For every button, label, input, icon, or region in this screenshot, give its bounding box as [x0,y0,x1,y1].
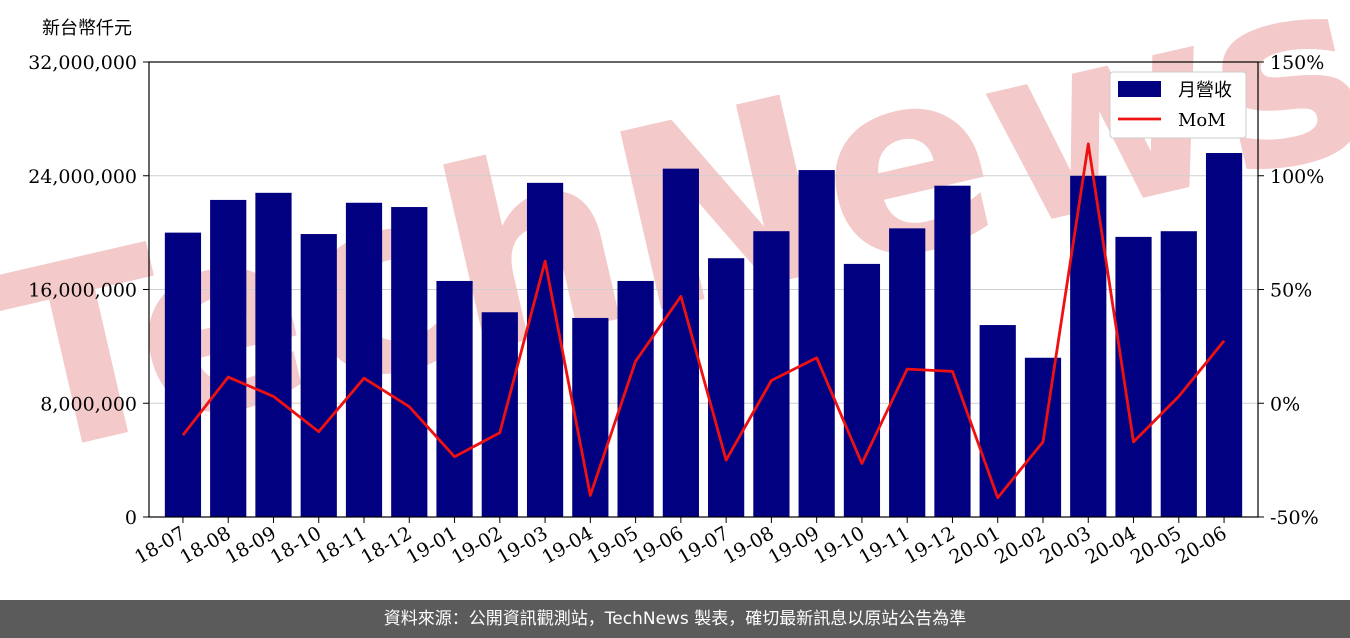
bar-20-06 [1205,153,1243,517]
right-axis-ticks: -50% 0% 50% 100% 150% [1258,52,1324,529]
x-axis-ticks: 18-0718-0818-0918-1018-1118-1219-0119-02… [131,517,1231,569]
right-tick-label: 150% [1270,52,1324,74]
bar-19-02 [481,312,518,517]
y-axis-unit-label: 新台幣仟元 [42,18,132,39]
right-tick-label: 100% [1270,166,1324,188]
bar-20-01 [979,325,1016,517]
x-tick-label: 19-08 [719,522,777,568]
bar-18-12 [391,207,428,517]
left-tick-label: 16,000,000 [28,280,137,302]
x-tick-label: 20-06 [1172,522,1230,568]
bar-18-08 [210,199,247,517]
legend-label-mom: MoM [1178,110,1226,131]
x-tick-label: 19-07 [674,522,732,568]
x-tick-label: 19-11 [855,522,913,568]
mom-line [181,142,1226,500]
bar-19-10 [843,263,881,517]
x-tick-label: 20-03 [1036,522,1094,568]
bar-19-04 [572,317,609,517]
left-tick-label: 0 [125,507,137,529]
x-tick-label: 19-10 [810,522,868,568]
x-tick-label: 18-09 [222,522,280,568]
bar-19-07 [708,258,745,517]
x-tick-label: 20-05 [1127,522,1185,568]
left-tick-label: 32,000,000 [28,52,137,74]
bar-20-05 [1160,231,1197,517]
bar-19-11 [889,228,926,517]
x-tick-label: 18-07 [131,522,189,568]
x-tick-label: 19-12 [901,522,959,568]
x-tick-label: 19-06 [629,522,687,568]
legend: 月營收 MoM [1109,71,1247,139]
x-tick-label: 18-12 [357,522,415,568]
bar-19-03 [526,182,564,517]
x-tick-label: 18-08 [176,522,234,568]
x-tick-label: 19-09 [765,522,823,568]
x-tick-label: 19-02 [448,522,506,568]
bar-18-09 [255,192,292,517]
right-tick-label: 50% [1270,280,1312,302]
x-tick-label: 18-10 [267,522,325,568]
x-tick-label: 19-05 [584,522,642,568]
x-tick-label: 19-03 [493,522,551,568]
revenue-bars [164,153,1243,517]
legend-swatch-revenue [1118,81,1161,97]
bar-19-09 [798,170,835,517]
left-axis-ticks: 0 8,000,000 16,000,000 24,000,000 32,000,000 [28,52,149,529]
bar-19-12 [934,185,971,517]
left-tick-label: 8,000,000 [40,393,137,415]
bar-19-01 [436,280,473,517]
bar-20-04 [1115,236,1152,517]
bar-18-07 [164,232,202,517]
bar-18-10 [300,234,337,517]
revenue-chart: TechNews 08,000,00016,000,00024,000,0003… [0,0,1350,569]
right-tick-label: 0% [1270,393,1300,415]
footer-source-note: 資料來源：公開資訊觀測站，TechNews 製表，確切最新訊息以原站公告為準 [0,600,1350,638]
x-tick-label: 20-02 [991,522,1049,568]
x-tick-label: 20-01 [946,522,1004,568]
right-tick-label: -50% [1270,507,1319,529]
left-tick-label: 24,000,000 [28,166,137,188]
bar-18-11 [345,202,383,517]
x-tick-label: 20-04 [1082,522,1140,568]
x-tick-label: 18-11 [312,522,370,568]
legend-label-revenue: 月營收 [1178,80,1232,101]
x-tick-label: 19-01 [403,522,461,568]
x-tick-label: 19-04 [538,522,596,568]
